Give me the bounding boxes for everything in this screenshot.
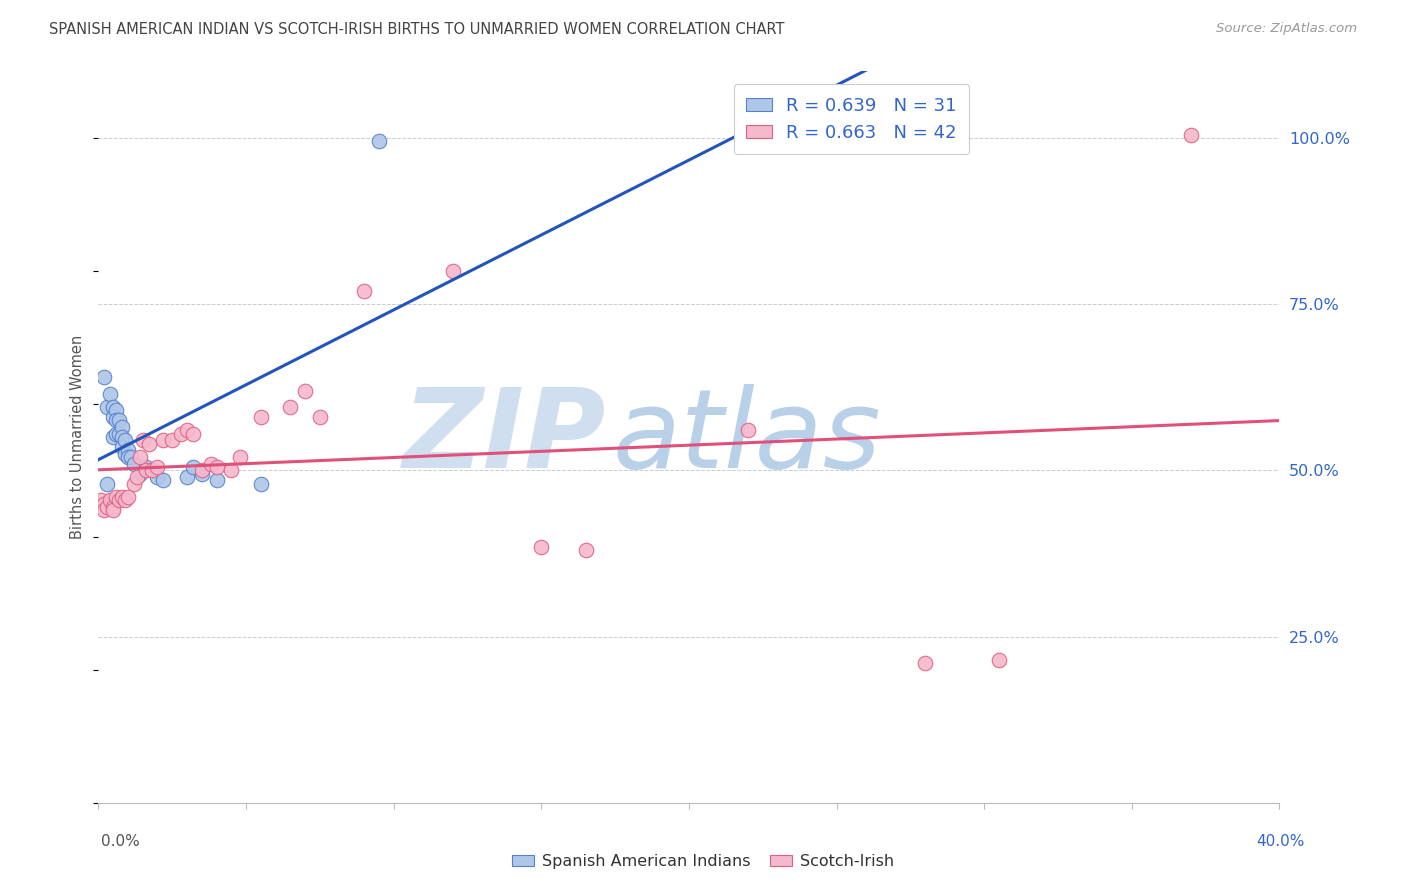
Point (103, 500, 125, 514)
Legend: Spanish American Indians, Scotch-Irish: Spanish American Indians, Scotch-Irish (505, 847, 901, 875)
Point (90, 493, 112, 508)
Text: ZIP: ZIP (402, 384, 606, 491)
Point (111, 440, 134, 454)
Point (114, 447, 136, 461)
Point (987, 653, 1010, 667)
Point (132, 434, 155, 448)
Point (98, 493, 121, 508)
Point (96, 476, 118, 491)
Point (229, 450, 252, 464)
Point (205, 460, 228, 475)
Point (181, 460, 204, 475)
Text: SPANISH AMERICAN INDIAN VS SCOTCH-IRISH BIRTHS TO UNMARRIED WOMEN CORRELATION CH: SPANISH AMERICAN INDIAN VS SCOTCH-IRISH … (49, 22, 785, 37)
Point (191, 467, 214, 481)
Text: atlas: atlas (612, 384, 880, 491)
Point (152, 473, 174, 487)
Point (111, 430, 134, 444)
Point (146, 470, 169, 484)
Point (205, 473, 228, 487)
Point (93, 370, 115, 384)
Point (135, 463, 157, 477)
Point (353, 284, 375, 298)
Point (105, 426, 128, 441)
Point (105, 413, 128, 427)
Point (117, 443, 139, 458)
Point (108, 426, 131, 441)
Point (105, 403, 128, 417)
Text: 40.0%: 40.0% (1257, 834, 1305, 849)
Point (128, 450, 150, 464)
Point (93, 497, 115, 511)
Point (103, 410, 125, 425)
Point (914, 656, 936, 670)
Point (103, 503, 125, 517)
Point (191, 463, 214, 477)
Point (120, 450, 142, 464)
Point (170, 426, 193, 441)
Point (96, 500, 118, 514)
Point (122, 476, 145, 491)
Point (294, 384, 316, 398)
Point (200, 457, 222, 471)
Point (309, 410, 332, 425)
Point (574, 543, 596, 558)
Point (146, 460, 169, 475)
Legend: R = 0.639   N = 31, R = 0.663   N = 42: R = 0.639 N = 31, R = 0.663 N = 42 (734, 84, 969, 154)
Point (108, 413, 131, 427)
Point (108, 493, 131, 508)
Point (96, 400, 118, 414)
Point (117, 450, 139, 464)
Text: Source: ZipAtlas.com: Source: ZipAtlas.com (1216, 22, 1357, 36)
Point (152, 434, 174, 448)
Point (530, 540, 553, 554)
Point (176, 424, 198, 438)
Point (98, 387, 121, 401)
Point (138, 436, 160, 450)
Point (250, 476, 273, 491)
Point (176, 470, 198, 484)
Point (114, 434, 136, 448)
Point (114, 493, 136, 508)
Point (128, 467, 150, 481)
Point (103, 400, 125, 414)
Point (1180, 128, 1202, 142)
Point (162, 434, 183, 448)
Point (368, 134, 391, 148)
Point (250, 410, 273, 425)
Point (93, 503, 115, 517)
Text: 0.0%: 0.0% (101, 834, 141, 849)
Y-axis label: Births to Unmarried Women: Births to Unmarried Women (70, 335, 86, 539)
Point (122, 457, 145, 471)
Point (111, 420, 134, 434)
Point (111, 490, 134, 504)
Point (117, 490, 139, 504)
Point (181, 426, 204, 441)
Point (125, 470, 148, 484)
Point (737, 424, 759, 438)
Point (135, 460, 157, 475)
Point (105, 490, 128, 504)
Point (441, 264, 464, 278)
Point (141, 463, 163, 477)
Point (103, 430, 125, 444)
Point (278, 400, 302, 414)
Point (219, 463, 242, 477)
